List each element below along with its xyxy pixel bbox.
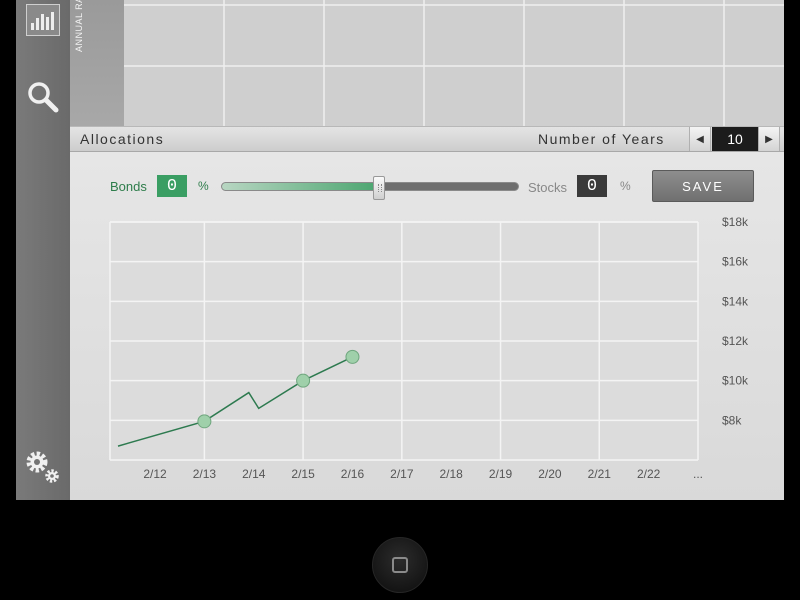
app-screen: ANNUAL RATE % Allocations Number of Year… — [16, 0, 784, 500]
years-increment-button[interactable]: ▶ — [758, 127, 780, 151]
settings-button[interactable] — [24, 448, 62, 486]
left-arrow-icon: ◀ — [696, 133, 704, 145]
number-of-years-label: Number of Years — [538, 131, 665, 147]
home-square-icon — [392, 557, 408, 573]
allocations-bar: Allocations Number of Years ◀ 10 ▶ — [70, 126, 784, 152]
search-button[interactable] — [24, 78, 62, 116]
rate-chart-area — [70, 0, 784, 126]
search-icon — [28, 82, 59, 113]
bonds-label: Bonds — [110, 179, 147, 194]
save-button[interactable]: SAVE — [652, 170, 754, 202]
annual-rate-label: ANNUAL RATE % — [74, 0, 84, 52]
years-decrement-button[interactable]: ◀ — [689, 127, 711, 151]
allocation-slider-track[interactable] — [221, 182, 519, 191]
annual-rate-tab[interactable]: ANNUAL RATE % — [70, 0, 124, 126]
home-button[interactable] — [372, 537, 428, 593]
stocks-value: 0 — [577, 175, 607, 197]
bonds-value: 0 — [157, 175, 187, 197]
stocks-label: Stocks — [528, 180, 568, 195]
bar-chart-icon — [31, 12, 54, 30]
allocation-panel: Bonds 0 % Stocks 0 % SAVE — [70, 152, 784, 500]
allocation-slider-thumb[interactable] — [373, 176, 385, 200]
chart-view-button[interactable] — [26, 4, 60, 36]
right-arrow-icon: ▶ — [765, 133, 773, 145]
gears-icon — [26, 451, 59, 483]
allocations-title: Allocations — [80, 131, 165, 147]
rate-chart-grid — [70, 0, 784, 126]
allocation-slider-fill — [222, 183, 379, 190]
sidebar — [16, 0, 70, 500]
stocks-percent-sign: % — [620, 179, 631, 193]
bonds-percent-sign: % — [198, 179, 209, 193]
years-value: 10 — [712, 127, 758, 151]
